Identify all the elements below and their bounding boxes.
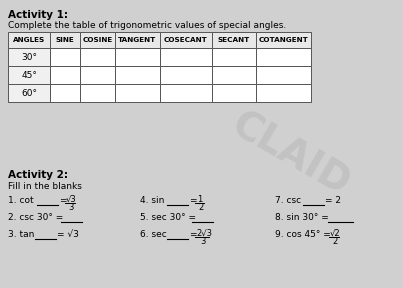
Bar: [160, 48, 212, 66]
Bar: [50, 48, 80, 66]
Text: √3: √3: [66, 195, 77, 204]
Text: Fill in the blanks: Fill in the blanks: [8, 182, 82, 191]
Text: = 2: = 2: [325, 196, 341, 205]
Text: Activity 1:: Activity 1:: [8, 10, 68, 20]
Text: CLAID: CLAID: [224, 106, 356, 204]
Text: 6. sec: 6. sec: [140, 230, 167, 239]
Text: √2: √2: [330, 229, 341, 238]
Text: 2. csc 30° =: 2. csc 30° =: [8, 213, 63, 222]
Bar: [80, 84, 115, 102]
Text: COTANGENT: COTANGENT: [259, 37, 308, 43]
Bar: [80, 48, 115, 66]
Text: =: =: [189, 230, 197, 239]
Text: Activity 2:: Activity 2:: [8, 170, 68, 180]
Bar: [50, 66, 80, 84]
Bar: [80, 66, 115, 84]
Bar: [256, 32, 311, 48]
Bar: [115, 32, 160, 48]
Text: COSINE: COSINE: [82, 37, 112, 43]
Text: =: =: [59, 196, 66, 205]
Bar: [212, 32, 256, 48]
Bar: [8, 84, 50, 102]
Text: 3. tan: 3. tan: [8, 230, 34, 239]
Bar: [212, 48, 256, 66]
Bar: [50, 84, 80, 102]
Text: ANGLES: ANGLES: [13, 37, 45, 43]
Bar: [8, 48, 50, 66]
Bar: [160, 66, 212, 84]
Bar: [50, 32, 80, 48]
Text: = √3: = √3: [57, 230, 79, 239]
Text: 2: 2: [198, 203, 203, 212]
Text: 9. cos 45° =: 9. cos 45° =: [275, 230, 331, 239]
Text: 5. sec 30° =: 5. sec 30° =: [140, 213, 196, 222]
Bar: [115, 66, 160, 84]
Text: Complete the table of trigonometric values of special angles.: Complete the table of trigonometric valu…: [8, 21, 286, 30]
Text: 45°: 45°: [21, 71, 37, 79]
Bar: [115, 84, 160, 102]
Text: 3: 3: [200, 237, 206, 246]
Text: =: =: [189, 196, 197, 205]
Bar: [160, 32, 212, 48]
Bar: [8, 66, 50, 84]
Bar: [212, 84, 256, 102]
Text: 30°: 30°: [21, 52, 37, 62]
Text: TANGENT: TANGENT: [118, 37, 157, 43]
Text: COSECANT: COSECANT: [164, 37, 208, 43]
Text: 8. sin 30° =: 8. sin 30° =: [275, 213, 329, 222]
Text: 7. csc: 7. csc: [275, 196, 301, 205]
Bar: [256, 48, 311, 66]
Text: 3: 3: [68, 203, 73, 212]
Bar: [115, 48, 160, 66]
Text: 1. cot: 1. cot: [8, 196, 33, 205]
Bar: [160, 84, 212, 102]
Text: SINE: SINE: [56, 37, 75, 43]
Bar: [256, 66, 311, 84]
Text: 2: 2: [332, 237, 337, 246]
Bar: [212, 66, 256, 84]
Bar: [256, 84, 311, 102]
Text: 1: 1: [197, 195, 202, 204]
Text: 60°: 60°: [21, 88, 37, 98]
Text: 2√3: 2√3: [196, 229, 212, 238]
Text: SECANT: SECANT: [218, 37, 250, 43]
Bar: [80, 32, 115, 48]
Text: 4. sin: 4. sin: [140, 196, 164, 205]
Bar: [8, 32, 50, 48]
